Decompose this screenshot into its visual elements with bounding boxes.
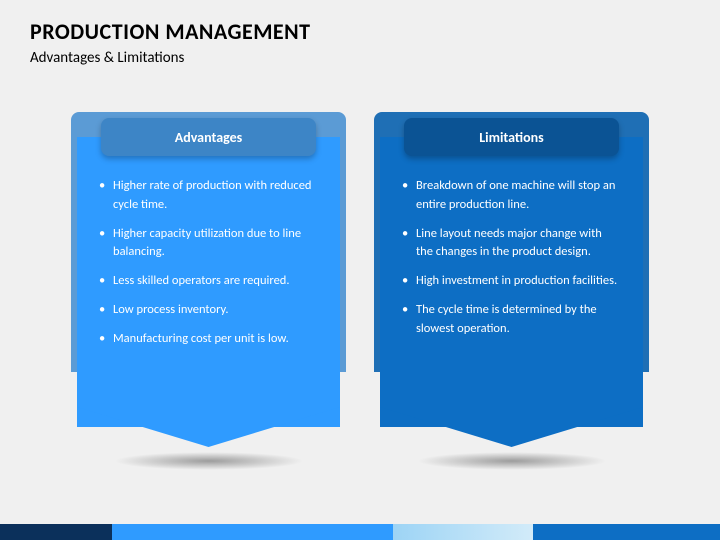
limitations-label: Limitations xyxy=(479,129,544,146)
list-item: Manufacturing cost per unit is low. xyxy=(99,330,318,349)
limitations-list: Breakdown of one machine will stop an en… xyxy=(402,177,621,338)
advantages-body: Higher rate of production with reduced c… xyxy=(77,137,340,427)
page-subtitle: Advantages & Limitations xyxy=(30,49,690,67)
list-item: Less skilled operators are required. xyxy=(99,272,318,291)
limitations-front: Limitations Breakdown of one machine wil… xyxy=(380,118,643,418)
list-item: Higher rate of production with reduced c… xyxy=(99,177,318,215)
list-item: Line layout needs major change with the … xyxy=(402,225,621,263)
advantages-front: Advantages Higher rate of production wit… xyxy=(77,118,340,418)
list-item: High investment in production facilities… xyxy=(402,272,621,291)
footer-seg-4 xyxy=(533,524,720,540)
footer-seg-3 xyxy=(393,524,533,540)
list-item: Low process inventory. xyxy=(99,301,318,320)
header: PRODUCTION MANAGEMENT Advantages & Limit… xyxy=(0,0,720,77)
list-item: Higher capacity utilization due to line … xyxy=(99,225,318,263)
advantages-pill: Advantages xyxy=(101,118,317,156)
limitations-body: Breakdown of one machine will stop an en… xyxy=(380,137,643,427)
advantages-shadow xyxy=(114,452,304,470)
footer-bar xyxy=(0,524,720,540)
list-item: The cycle time is determined by the slow… xyxy=(402,301,621,339)
advantages-label: Advantages xyxy=(175,129,242,146)
limitations-pill: Limitations xyxy=(404,118,620,156)
footer-seg-2 xyxy=(112,524,393,540)
list-item: Breakdown of one machine will stop an en… xyxy=(402,177,621,215)
limitations-shadow xyxy=(417,452,607,470)
advantages-list: Higher rate of production with reduced c… xyxy=(99,177,318,348)
footer-seg-1 xyxy=(0,524,112,540)
page-title: PRODUCTION MANAGEMENT xyxy=(30,18,690,45)
